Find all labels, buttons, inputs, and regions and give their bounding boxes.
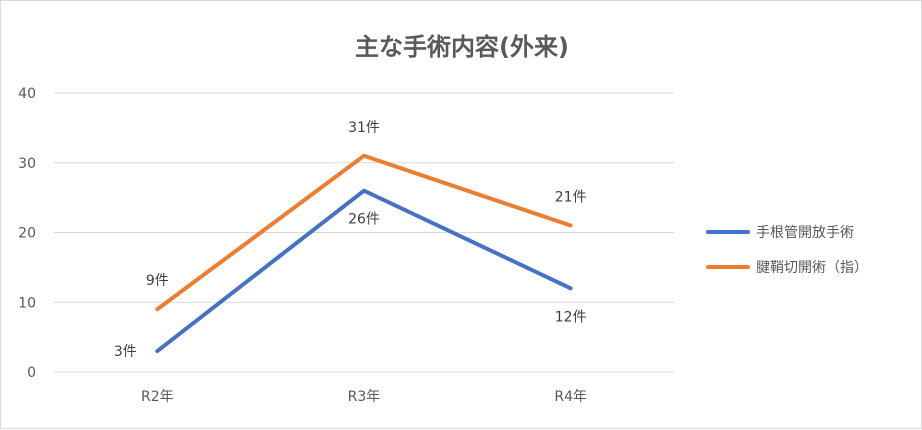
series-lines [155, 153, 573, 354]
x-tick-label-0: R2年 [141, 389, 174, 405]
chart-title: 主な手術内容(外来) [355, 33, 569, 61]
y-tick-label-2: 20 [18, 226, 36, 242]
legend-label-0: 手根管開放手術 [756, 225, 854, 241]
data-label-1-2: 21件 [555, 190, 587, 206]
x-tick-label-2: R4年 [554, 389, 587, 405]
x-tick-label-1: R3年 [348, 389, 381, 405]
data-labels: 3件 26件 12件 9件 31件 21件 [114, 120, 587, 360]
data-label-1-1: 31件 [348, 120, 380, 136]
series-line-1 [155, 153, 573, 312]
x-axis-labels: R2年 R3年 R4年 [141, 389, 587, 405]
grid-lines [54, 92, 674, 373]
data-label-1-0: 9件 [146, 273, 169, 289]
data-label-0-2: 12件 [555, 309, 587, 325]
y-tick-label-1: 10 [18, 295, 36, 311]
y-tick-label-4: 40 [18, 86, 36, 102]
y-tick-label-0: 0 [27, 365, 36, 381]
series-line-0 [155, 188, 573, 354]
data-label-0-0: 3件 [114, 344, 137, 360]
legend-label-1: 腱鞘切開術（指） [756, 260, 868, 276]
data-label-0-1: 26件 [348, 212, 380, 228]
y-axis-labels: 0 10 20 30 40 [18, 86, 36, 381]
y-tick-label-3: 30 [18, 156, 36, 172]
